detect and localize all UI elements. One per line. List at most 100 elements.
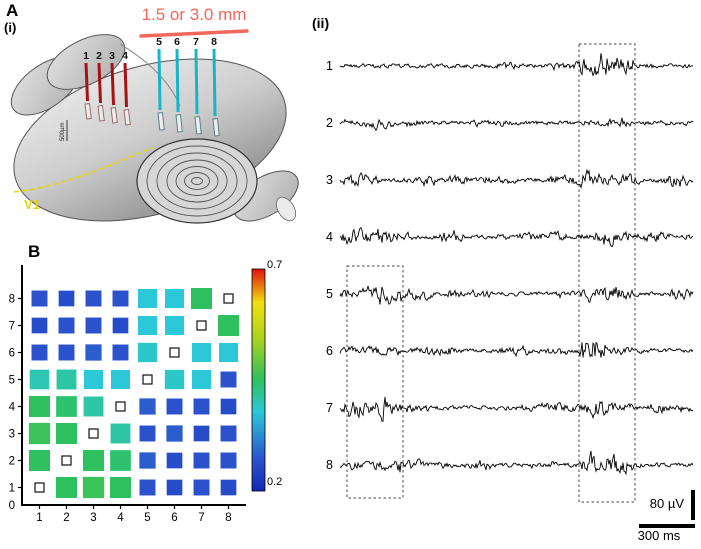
heatmap-cell [31,290,48,307]
heatmap-cell [56,477,77,498]
heatmap-cell [56,396,77,417]
heatmap-cell [139,479,156,496]
electrode-number: 3 [109,50,115,62]
red-electrode [97,62,102,104]
time-scalebar [639,524,695,528]
lfp-trace [339,227,694,248]
electrode-track-outline [123,109,131,126]
trace-label: 6 [326,344,333,358]
heatmap-cell [193,452,210,469]
brainstem-cap [275,196,297,222]
x-tick-label: 7 [198,512,204,524]
heatmap-cell [83,450,104,471]
electrode-number: 5 [156,36,162,48]
cyan-electrode [157,48,162,111]
electrode-number: 7 [193,36,199,48]
heatmap-cell [139,425,156,442]
diagonal-marker [61,455,72,466]
heatmap-cell [191,342,212,363]
panel-a-sub-label: (i) [4,20,17,35]
heatmap-cell [139,398,156,415]
heatmap-cell [164,369,185,390]
heatmap-cell [193,479,210,496]
trace-label: 5 [326,287,333,301]
heatmap-cell [191,288,212,309]
heatmap-cell [31,317,48,334]
lfp-trace [339,396,694,422]
heatmap-cell [164,315,185,336]
depth-scale-label: 500µm [60,123,66,141]
cyan-electrode [175,48,180,113]
heatmap-cell [218,342,239,363]
heatmap-cell [82,476,105,499]
y-tick-label: 5 [9,375,15,387]
heatmap-cell [193,425,210,442]
v1-label: V1 [24,197,40,212]
colorbar-max-label: 0.7 [267,259,283,271]
diagonal-marker [223,293,234,304]
heatmap-cell [29,396,50,417]
lfp-trace [339,285,694,305]
electrode-track-outline [157,112,165,131]
v1-boundary-line [13,147,154,193]
heatmap-cell [137,288,158,309]
electrode-number: 1 [83,50,89,62]
heatmap-cell [137,342,158,363]
y-tick-label: 6 [9,348,15,360]
y-tick-label: 8 [9,294,15,306]
y-tick-label: 2 [9,456,15,468]
lfp-trace [339,117,694,132]
electrode-number: 2 [96,50,102,62]
trace-label: 1 [326,59,333,73]
heatmap-cell [218,315,239,336]
voltage-scale-label: 80 µV [649,496,684,511]
trace-label: 7 [326,401,333,415]
red-electrode [110,62,115,106]
heatmap-cell [193,398,210,415]
electrode-number: 8 [211,36,217,48]
heatmap-cell [56,423,77,444]
heatmap-cell [166,479,183,496]
electrode-number: 4 [122,50,128,62]
lfp-trace [339,341,694,358]
cyan-electrode [194,48,199,115]
heatmap-cell [166,398,183,415]
heatmap-cell [83,369,104,390]
brain-anatomy [10,29,299,224]
heatmap-cell [110,477,131,498]
heatmap-cell [58,344,75,361]
electrode-layer: 1 2 3 4 5 6 7 8 500µm [60,36,220,141]
frontal-stump [46,34,126,90]
heatmap-cell [110,450,131,471]
heatmap-cell [220,425,237,442]
diagonal-marker [34,482,45,493]
cerebellum [136,138,258,224]
cyan-electrode [212,48,217,117]
red-electrode [84,62,89,102]
electrode-track-outline [110,107,118,124]
heatmap-cell [29,450,50,471]
electrode-track-outline [97,105,105,122]
trace-label: 3 [326,173,333,187]
heatmap-cell [220,371,237,388]
brain-schematic-graphic: 1 2 3 4 5 6 7 8 500µm [10,29,299,224]
x-tick-label: 6 [171,512,177,524]
heatmap-cell [110,369,131,390]
panel-ii-label: (ii) [312,15,330,31]
time-scale-label: 300 ms [637,528,681,543]
red-electrode [123,62,128,108]
electrode-track-outline [84,103,92,120]
distance-annotation: 1.5 or 3.0 mm [141,5,247,24]
electrode-track-outline [194,116,202,135]
voltage-scalebar [691,490,695,520]
lfp-trace [339,450,694,476]
trace-lines: 1 2 3 4 5 6 7 8 [326,53,694,476]
electrode-number: 6 [174,36,180,48]
heatmap-cell [112,317,129,334]
distance-bracket-line [139,29,249,38]
x-tick-label: 8 [225,512,231,524]
heatmap-cell [139,452,156,469]
y-tick-label: 7 [9,321,15,333]
y-tick-label: 1 [9,483,15,495]
